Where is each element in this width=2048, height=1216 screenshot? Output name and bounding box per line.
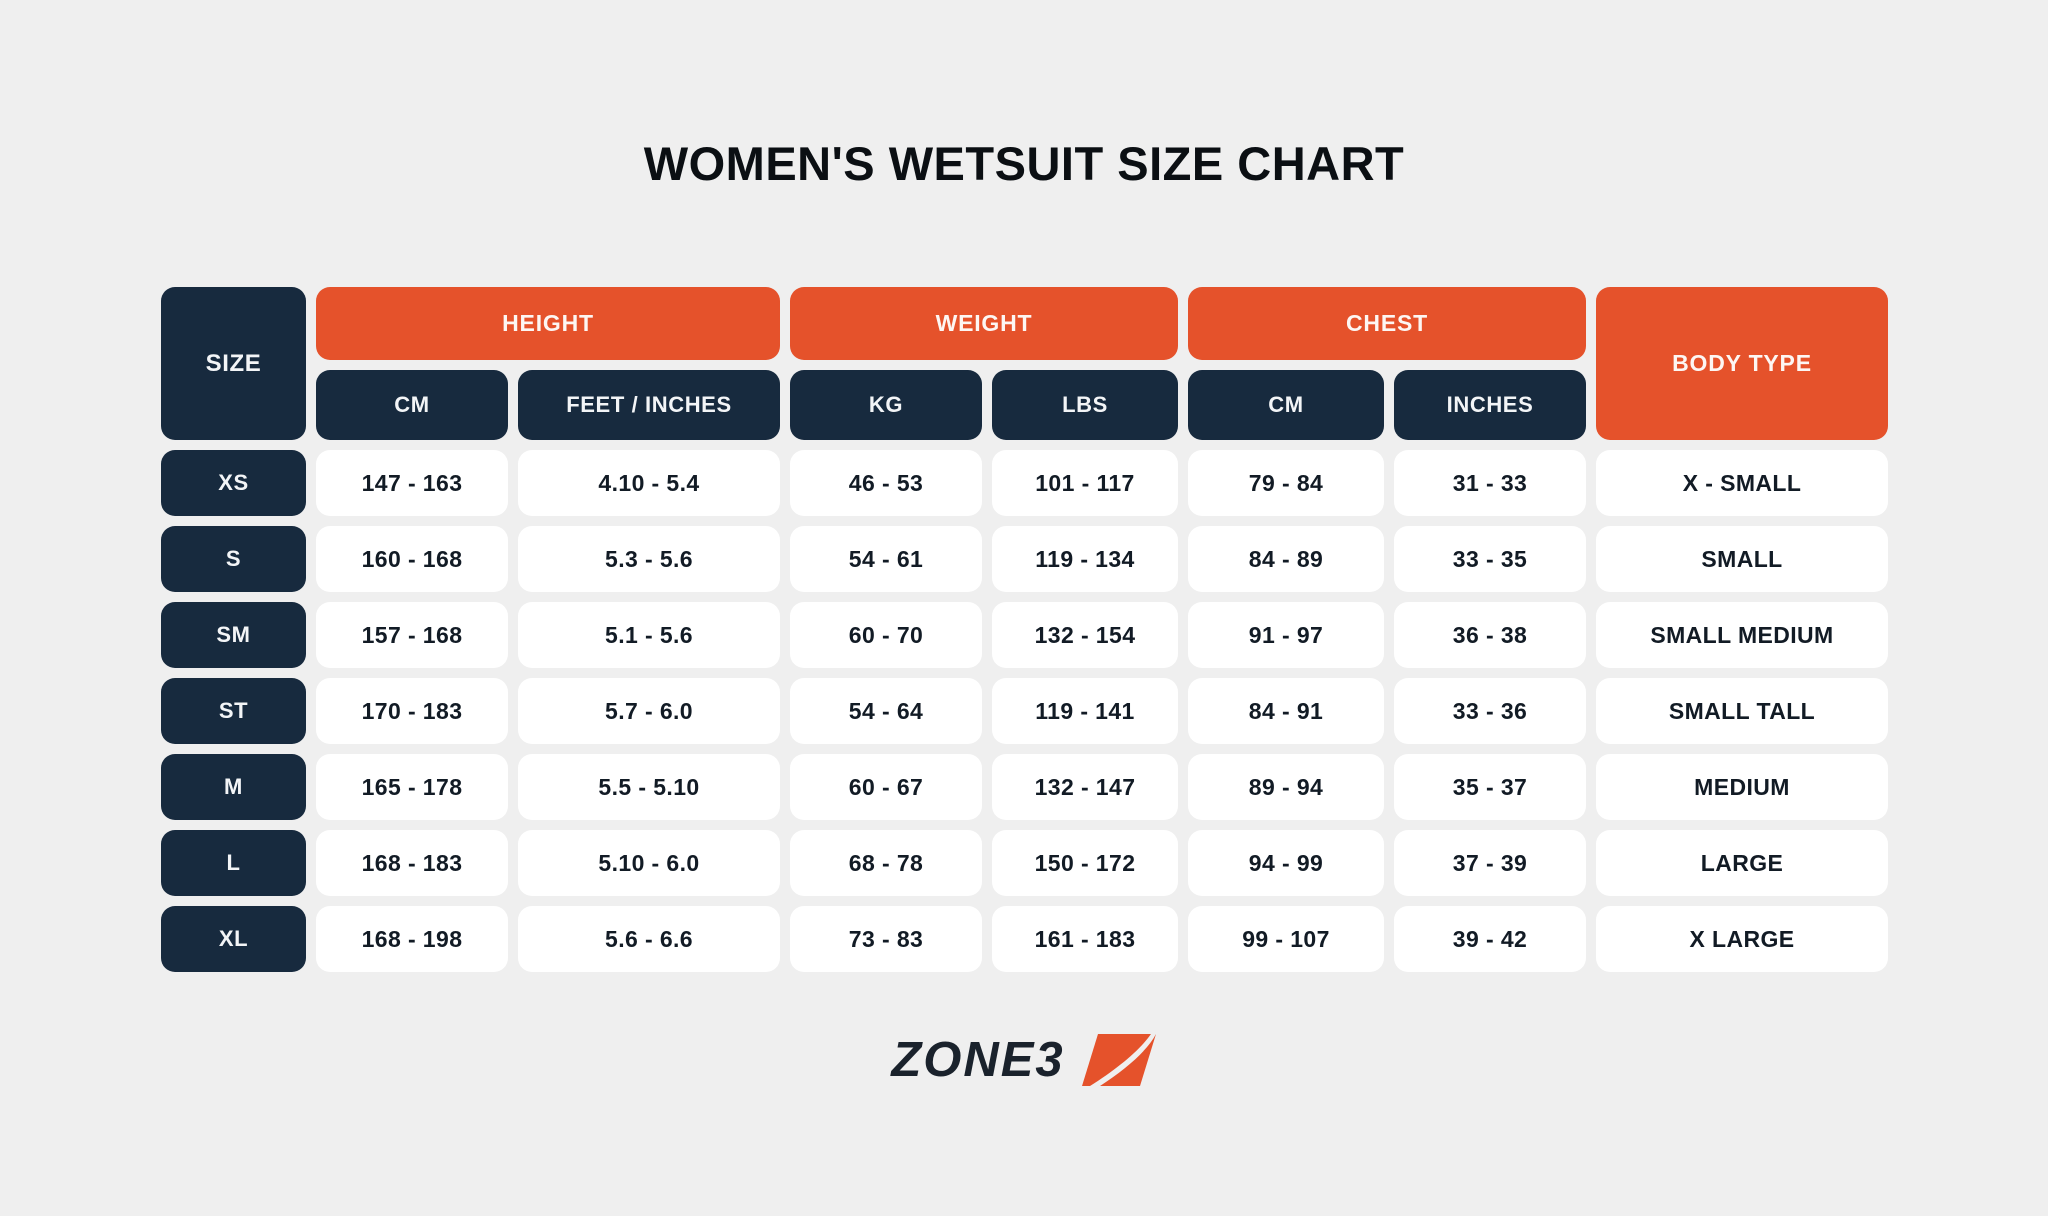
chest-cm-value: 79 - 84: [1188, 450, 1384, 516]
chest-inches-value: 35 - 37: [1394, 754, 1586, 820]
row-size-label: ST: [161, 678, 306, 744]
row-size-label: SM: [161, 602, 306, 668]
body-type-value: SMALL: [1596, 526, 1888, 592]
height-feet-inches-value: 5.1 - 5.6: [518, 602, 780, 668]
row-size-label: XS: [161, 450, 306, 516]
chest-cm-value: 91 - 97: [1188, 602, 1384, 668]
height-feet-inches-subheader: FEET / INCHES: [518, 370, 780, 440]
height-cm-value: 147 - 163: [316, 450, 508, 516]
weight-lbs-value: 119 - 134: [992, 526, 1178, 592]
chest-cm-value: 84 - 89: [1188, 526, 1384, 592]
weight-kg-value: 68 - 78: [790, 830, 982, 896]
row-size-label: S: [161, 526, 306, 592]
body-type-value: SMALL TALL: [1596, 678, 1888, 744]
height-cm-subheader: CM: [316, 370, 508, 440]
height-feet-inches-value: 5.6 - 6.6: [518, 906, 780, 972]
height-cm-value: 165 - 178: [316, 754, 508, 820]
weight-kg-value: 60 - 70: [790, 602, 982, 668]
chest-inches-value: 33 - 36: [1394, 678, 1586, 744]
weight-group-header: WEIGHT: [790, 287, 1178, 360]
row-size-label: M: [161, 754, 306, 820]
chest-group-header: CHEST: [1188, 287, 1586, 360]
zone3-swoosh-icon: [1081, 1034, 1156, 1086]
row-size-label: XL: [161, 906, 306, 972]
weight-kg-value: 54 - 61: [790, 526, 982, 592]
zone3-logo: ZONE3: [0, 1032, 2048, 1088]
height-cm-value: 168 - 183: [316, 830, 508, 896]
chest-inches-value: 36 - 38: [1394, 602, 1586, 668]
height-feet-inches-value: 4.10 - 5.4: [518, 450, 780, 516]
weight-kg-value: 60 - 67: [790, 754, 982, 820]
height-feet-inches-value: 5.5 - 5.10: [518, 754, 780, 820]
chest-cm-subheader: CM: [1188, 370, 1384, 440]
chest-inches-value: 33 - 35: [1394, 526, 1586, 592]
height-cm-value: 157 - 168: [316, 602, 508, 668]
height-group-header: HEIGHT: [316, 287, 780, 360]
chest-cm-value: 84 - 91: [1188, 678, 1384, 744]
chest-cm-value: 89 - 94: [1188, 754, 1384, 820]
row-size-label: L: [161, 830, 306, 896]
chest-inches-value: 37 - 39: [1394, 830, 1586, 896]
chest-cm-value: 99 - 107: [1188, 906, 1384, 972]
weight-lbs-value: 132 - 154: [992, 602, 1178, 668]
weight-kg-value: 73 - 83: [790, 906, 982, 972]
chest-inches-value: 31 - 33: [1394, 450, 1586, 516]
weight-lbs-value: 101 - 117: [992, 450, 1178, 516]
weight-lbs-value: 161 - 183: [992, 906, 1178, 972]
height-cm-value: 170 - 183: [316, 678, 508, 744]
weight-lbs-value: 119 - 141: [992, 678, 1178, 744]
size-chart-table: SIZE HEIGHT WEIGHT CHEST BODY TYPE CM FE…: [161, 287, 1888, 972]
page-title: WOMEN'S WETSUIT SIZE CHART: [643, 137, 1405, 190]
zone3-logo-text: ZONE3: [891, 1033, 1065, 1087]
chest-cm-value: 94 - 99: [1188, 830, 1384, 896]
body-type-value: MEDIUM: [1596, 754, 1888, 820]
weight-lbs-value: 150 - 172: [992, 830, 1178, 896]
body-type-value: LARGE: [1596, 830, 1888, 896]
height-feet-inches-value: 5.3 - 5.6: [518, 526, 780, 592]
height-cm-value: 160 - 168: [316, 526, 508, 592]
chest-inches-subheader: INCHES: [1394, 370, 1586, 440]
weight-kg-subheader: KG: [790, 370, 982, 440]
height-cm-value: 168 - 198: [316, 906, 508, 972]
body-type-value: X LARGE: [1596, 906, 1888, 972]
body-type-value: SMALL MEDIUM: [1596, 602, 1888, 668]
body-type-column-header: BODY TYPE: [1596, 287, 1888, 440]
size-column-header: SIZE: [161, 287, 306, 440]
chest-inches-value: 39 - 42: [1394, 906, 1586, 972]
height-feet-inches-value: 5.7 - 6.0: [518, 678, 780, 744]
weight-kg-value: 46 - 53: [790, 450, 982, 516]
weight-lbs-subheader: LBS: [992, 370, 1178, 440]
height-feet-inches-value: 5.10 - 6.0: [518, 830, 780, 896]
body-type-value: X - SMALL: [1596, 450, 1888, 516]
weight-kg-value: 54 - 64: [790, 678, 982, 744]
weight-lbs-value: 132 - 147: [992, 754, 1178, 820]
